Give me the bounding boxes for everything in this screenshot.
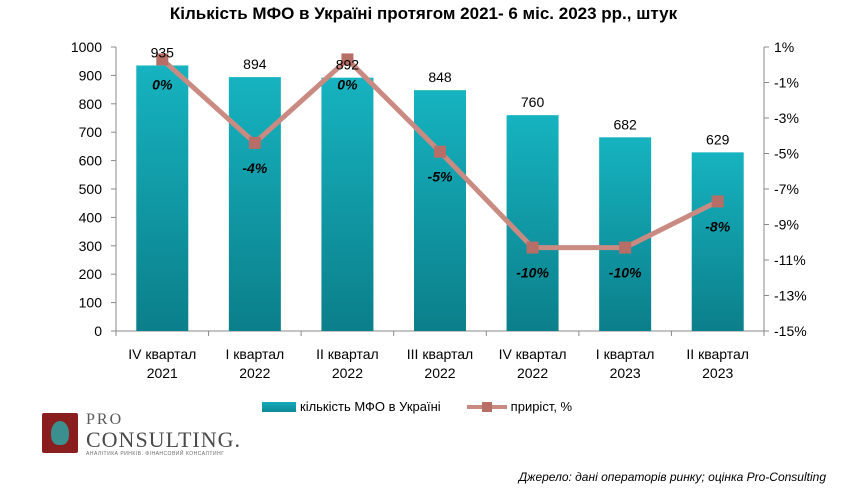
x-tick-label-line2: 2021 [147, 365, 178, 381]
y-right-tick-label: -11% [774, 252, 806, 268]
logo-horse-icon [42, 413, 78, 453]
x-tick-label-line1: І квартал [226, 346, 285, 362]
x-tick-label-line1: І квартал [596, 346, 655, 362]
growth-marker [434, 145, 446, 158]
y-left-tick-label: 800 [79, 96, 103, 112]
growth-marker [526, 241, 539, 254]
x-tick-label-line2: 2022 [424, 365, 455, 381]
legend-swatch-line [466, 401, 507, 412]
x-tick-label-line1: ІІ квартал [686, 346, 749, 362]
bar-value-label: 760 [521, 94, 545, 110]
logo-tagline: АНАЛІТИКА РИНКІВ. ФІНАНСОВИЙ КОНСАЛТИНГ [86, 451, 225, 457]
legend-label-bars: кількість МФО в Україні [300, 399, 441, 414]
bar [691, 152, 744, 331]
growth-value-label: 0% [152, 76, 173, 92]
axes: 0 100 200 300 400 500 600 700 800 900 1000 -15% -13%… [71, 39, 807, 381]
y-left-tick-label: 400 [79, 209, 103, 225]
y-left-tick-label: 500 [79, 181, 103, 197]
logo-pro-text: PRO [86, 411, 124, 428]
bar-value-label: 682 [613, 116, 637, 132]
x-tick-label-line1: ІІ квартал [316, 346, 379, 362]
legend-item-line: приріст, % [466, 399, 573, 414]
x-tick-label-line2: 2022 [517, 365, 548, 381]
bar [228, 77, 281, 331]
y-right-tick-label: -9% [774, 217, 799, 233]
y-right-tick-label: -13% [774, 288, 807, 304]
bar-value-label: 935 [151, 44, 175, 60]
y-right-tick-label: -1% [774, 75, 799, 91]
bar-series [136, 65, 744, 332]
legend-item-bars: кількість МФО в Україні [262, 399, 441, 414]
data-labels: 935 894 892 848 760 682 629 0% -4% 0% -5% -10% -10% -… [151, 44, 731, 280]
source-note: Джерело: дані операторів ринку; оцінка P… [518, 470, 826, 484]
x-tick-label-line2: 2022 [332, 365, 363, 381]
growth-value-label: -5% [428, 169, 453, 185]
y-left-tick-label: 1000 [71, 39, 102, 55]
y-left-tick-label: 600 [79, 153, 103, 169]
growth-marker [156, 53, 169, 66]
pro-consulting-logo: PRO CONSULTING. АНАЛІТИКА РИНКІВ. ФІНАНС… [42, 411, 240, 457]
y-right-tick-label: -5% [774, 146, 799, 162]
bar-value-label: 848 [428, 69, 452, 85]
y-right-tick-label: 1% [774, 39, 794, 55]
x-tick-label-line1: IV квартал [499, 346, 567, 362]
y-right-tick-label: -3% [774, 110, 799, 126]
y-left-tick-label: 300 [79, 238, 103, 254]
chart-title: Кількість МФО в Україні протягом 2021- 6… [169, 4, 678, 23]
y-left-tick-label: 100 [79, 295, 103, 311]
bar-value-label: 892 [336, 57, 360, 73]
legend-swatch-bars [262, 401, 296, 412]
growth-marker [341, 53, 354, 66]
y-left-tick-label: 200 [79, 266, 103, 282]
growth-value-label: -8% [705, 218, 730, 234]
growth-marker [711, 195, 724, 208]
x-tick-label-line2: 2023 [610, 365, 641, 381]
growth-value-label: -10% [609, 265, 642, 281]
y-left-tick-label: 900 [79, 67, 103, 83]
y-left-tick-label: 700 [79, 124, 103, 140]
bar [506, 115, 559, 331]
logo-consulting-text: CONSULTING. [86, 427, 242, 452]
x-tick-label-line2: 2023 [702, 365, 733, 381]
x-tick-label-line1: IV квартал [128, 346, 196, 362]
growth-value-label: -10% [516, 265, 549, 281]
y-right-tick-label: -7% [774, 181, 799, 197]
growth-marker [248, 136, 261, 149]
growth-marker [619, 241, 632, 254]
y-right-tick-label: -15% [774, 323, 807, 339]
legend: кількість МФО в Україні приріст, % [262, 399, 598, 414]
bar [136, 65, 189, 332]
growth-value-label: -4% [242, 160, 267, 176]
x-tick-label-line1: ІІІ квартал [407, 346, 473, 362]
line-series [156, 53, 724, 254]
bar [599, 137, 652, 331]
growth-value-label: 0% [337, 76, 358, 92]
y-left-tick-label: 0 [94, 323, 102, 339]
x-tick-label-line2: 2022 [239, 365, 270, 381]
bar-value-label: 629 [706, 131, 730, 147]
bar-value-label: 894 [243, 56, 267, 72]
legend-label-line: приріст, % [510, 399, 573, 414]
bar [414, 90, 466, 331]
bar [321, 77, 374, 331]
